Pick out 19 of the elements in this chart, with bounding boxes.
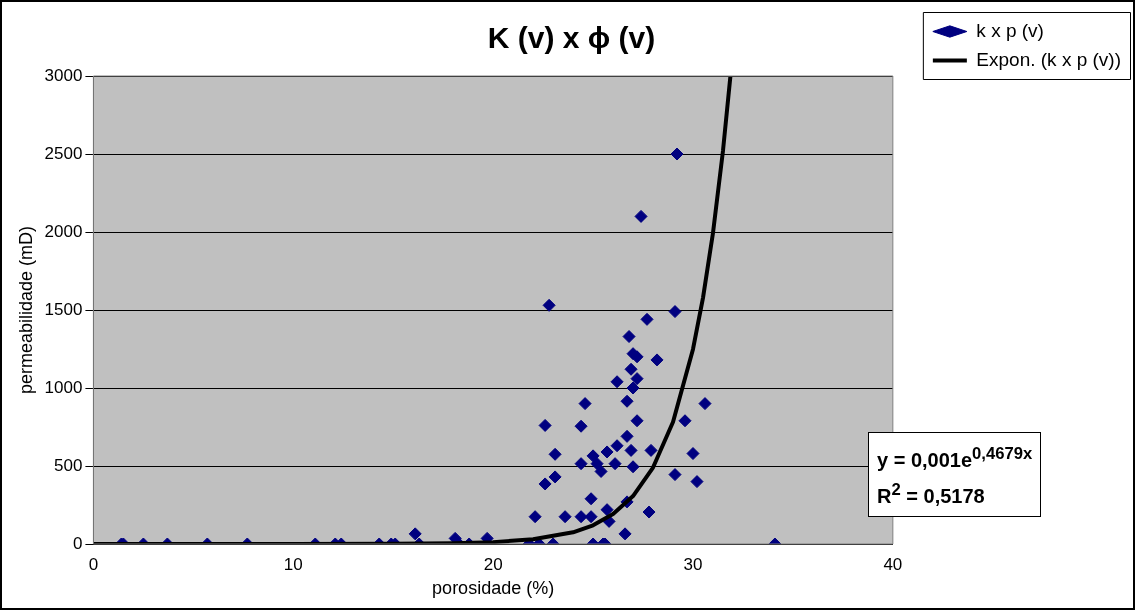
y-tick-label: 500 <box>54 455 83 475</box>
y-axis-title: permeabilidade (mD) <box>15 225 36 395</box>
x-tick-label: 40 <box>883 554 903 574</box>
x-tick-label: 10 <box>283 554 303 574</box>
chart-title: K (v) x ϕ (v) <box>487 21 656 55</box>
y-tick-label: 1000 <box>44 377 83 397</box>
y-tick-label: 3000 <box>44 65 83 85</box>
x-tick-label: 30 <box>683 554 703 574</box>
legend-label: k x p (v) <box>976 19 1044 41</box>
x-tick-label: 0 <box>88 554 99 574</box>
x-tick-label: 20 <box>483 554 503 574</box>
x-axis-title: porosidade (%) <box>432 578 555 599</box>
annotation: y = 0,001e$^{0,4679x}$ <box>877 443 1033 473</box>
legend-label: Expon. (k x p (v)) <box>976 48 1122 70</box>
y-tick-label: 2500 <box>44 143 83 163</box>
y-tick-label: 1500 <box>44 299 83 319</box>
y-tick-label: 0 <box>72 533 83 553</box>
annotation: R$^{2}$ = 0,5178 <box>877 478 986 509</box>
y-tick-label: 2000 <box>44 221 83 241</box>
